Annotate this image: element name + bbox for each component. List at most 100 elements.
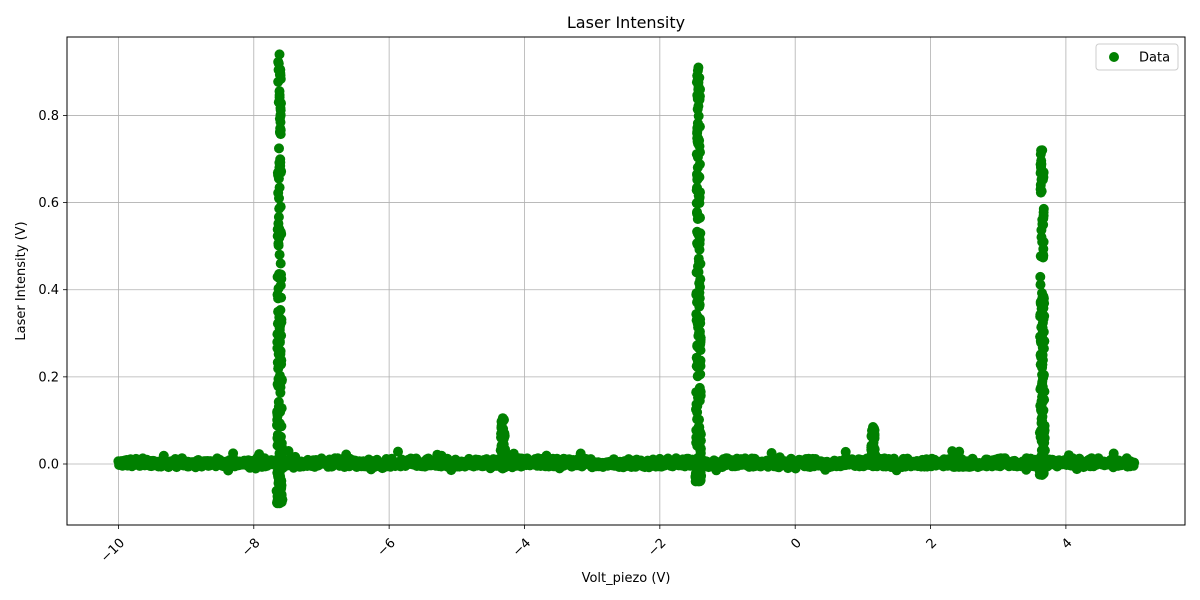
y-tick-label: 0.8 [38,109,59,124]
data-point [274,249,285,260]
data-point [691,426,702,437]
data-point [274,86,285,97]
data-point [276,292,287,303]
data-point [1071,464,1082,475]
legend-marker [1109,52,1119,62]
data-point [1037,469,1048,480]
data-point [692,126,703,137]
data-point [275,387,286,398]
y-tick-label: 0.0 [38,458,59,473]
data-point [275,258,286,269]
data-point [693,267,704,277]
legend-box [1095,43,1179,71]
data-point [692,400,703,411]
data-point [1038,243,1049,254]
data-point [274,113,285,124]
data-point [891,465,902,476]
data-point [694,231,705,242]
data-point [288,462,299,473]
data-point [766,448,777,458]
data-point [377,463,388,474]
data-point [290,451,301,462]
data-point [497,413,508,424]
data-point [274,182,285,193]
data-point [275,126,285,137]
data-point [275,167,286,178]
data-points [113,49,1140,509]
data-point [498,442,509,453]
data-point [485,463,496,474]
data-point [693,190,704,201]
data-point [274,269,285,279]
data-point [693,253,704,264]
data-point [693,138,704,149]
data-point [1029,456,1039,467]
data-point [711,465,722,476]
y-tick-label: 0.4 [38,283,59,298]
data-point [692,208,702,219]
data-point [1037,462,1048,473]
data-point [693,476,704,487]
data-point [694,382,705,393]
data-point [670,457,681,468]
data-point [1035,271,1046,282]
data-point [273,363,284,374]
data-point [273,328,284,339]
data-point [276,443,287,454]
data-point [947,452,958,463]
data-point [498,455,509,466]
data-point [541,450,552,461]
data-point [273,64,284,75]
data-point [275,481,286,492]
data-point [434,456,445,467]
data-point [274,203,285,214]
data-point [693,173,704,184]
data-point [694,91,705,102]
data-point [1048,459,1059,470]
data-point [696,453,707,464]
y-axis-label: Laser Intensity (V) [14,221,29,340]
data-point [1038,210,1049,221]
data-point [868,461,878,472]
data-point [1000,456,1011,467]
data-point [783,463,793,474]
data-point [694,301,705,312]
data-point [273,56,284,67]
data-point [275,407,286,417]
data-point [1038,291,1049,302]
data-point [275,420,286,431]
data-point [274,227,285,238]
x-axis-label: Volt_piezo (V) [582,571,671,586]
data-point [1036,436,1047,446]
data-point [692,313,703,324]
data-point [694,326,705,337]
data-point [276,459,287,470]
data-point [223,465,234,476]
data-point [252,452,263,463]
data-point [692,162,703,173]
data-point [1037,174,1048,185]
data-point [409,459,420,470]
data-point [1039,422,1050,433]
data-point [1013,458,1024,469]
data-point [1038,236,1049,247]
data-point [691,361,702,372]
data-point [273,349,284,360]
data-point [1079,458,1090,469]
data-point [694,467,705,478]
data-point [274,467,285,477]
y-tick-label: 0.2 [38,370,59,385]
data-point [325,456,335,467]
legend-label: Data [1139,51,1170,66]
data-point [575,448,586,459]
data-point [694,238,705,249]
data-point [273,238,284,249]
chart-title: Laser Intensity [567,13,685,32]
data-point [1037,381,1048,392]
data-point [275,320,286,331]
data-point [693,62,704,73]
data-point [1063,450,1074,461]
data-point [695,445,706,456]
data-point [272,433,283,443]
